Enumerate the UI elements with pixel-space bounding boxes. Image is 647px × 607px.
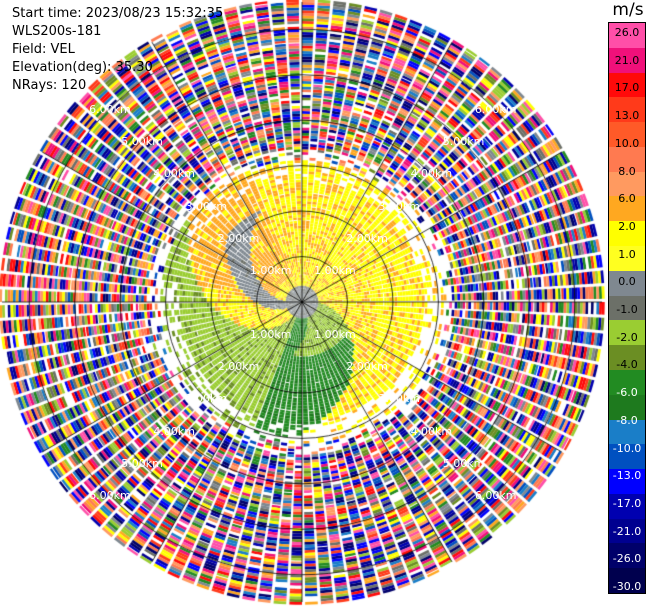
range-ring-label: 6.00km: [89, 488, 131, 502]
colorbar-segment: [609, 345, 645, 371]
range-ring-label: 2.00km: [346, 231, 388, 245]
colorbar-unit: m/s: [612, 0, 644, 20]
colorbar-segment: [609, 419, 645, 445]
colorbar-segment: [609, 171, 645, 197]
colorbar-tick-label: 10.0: [614, 136, 640, 150]
range-ring-label: 3.00km: [378, 199, 420, 213]
colorbar-tick-label: -13.0: [612, 469, 642, 483]
colorbar-tick-label: 0.0: [618, 275, 636, 289]
colorbar-tick-label: 26.0: [614, 26, 640, 39]
colorbar-segment: [609, 97, 645, 123]
range-ring-label: 2.00km: [346, 360, 388, 374]
colorbar-tick-label: 8.0: [618, 164, 636, 178]
colorbar-tick-label: -1.0: [616, 303, 638, 316]
colorbar-segment: [609, 196, 645, 222]
range-ring-label: 6.00km: [474, 488, 517, 502]
colorbar-tick-label: -2.0: [616, 330, 638, 344]
range-ring-label: 2.00km: [217, 231, 260, 245]
colorbar-tick-label: -10.0: [612, 441, 642, 455]
range-ring-label: 5.00km: [121, 135, 163, 149]
range-ring-label: 1.00km: [249, 263, 292, 277]
field-label: Field: VEL: [12, 42, 75, 57]
colorbar-tick-label: 6.0: [618, 192, 636, 206]
colorbar-segment: [609, 493, 645, 520]
range-ring-label: 3.00km: [185, 199, 228, 213]
colorbar-segment: [609, 270, 645, 297]
nrays-label: NRays: 120: [12, 78, 87, 93]
colorbar-tick-label: -21.0: [612, 524, 642, 538]
range-ring-label: 2.00km: [217, 360, 260, 374]
colorbar-tick-label: 17.0: [614, 81, 640, 95]
range-ring-label: 6.00km: [89, 103, 131, 117]
colorbar-segment: [609, 320, 645, 346]
ppi-velocity-plot: [0, 0, 608, 607]
colorbar-segment: [609, 246, 645, 272]
colorbar-segment: [609, 146, 645, 173]
start-time-label: Start time: 2023/08/23 15:32:35: [12, 6, 224, 21]
range-ring-label: 1.00km: [249, 328, 292, 342]
colorbar-segment: [609, 394, 645, 421]
site-label: WLS200s-181: [12, 24, 102, 39]
colorbar-segment: [609, 568, 645, 594]
colorbar-tick-label: -8.0: [616, 413, 638, 427]
colorbar-tick-label: -30.0: [612, 580, 642, 593]
range-ring-label: 6.00km: [474, 103, 517, 117]
colorbar-tick-label: -6.0: [616, 386, 638, 400]
colorbar-segment: [609, 23, 645, 49]
colorbar-tick-label: -26.0: [612, 552, 642, 566]
colorbar-tick-label: 2.0: [618, 219, 636, 233]
colorbar-tick-label: -4.0: [616, 358, 638, 372]
colorbar-segment: [609, 369, 645, 396]
range-ring-label: 1.00km: [314, 328, 356, 342]
range-ring-label: 3.00km: [378, 392, 420, 406]
colorbar: 26.0 21.0 17.0 13.0 10.0 8.0 6.0 2.0 1.0 0.0 -1.0 -…: [608, 22, 646, 594]
range-ring-label: 1.00km: [314, 263, 356, 277]
range-ring-label: 4.00km: [153, 424, 195, 438]
colorbar-segment: [609, 469, 645, 495]
range-ring-label: 5.00km: [442, 135, 485, 149]
colorbar-segment: [609, 295, 645, 321]
elevation-label: Elevation(deg): 35.30: [12, 60, 153, 75]
colorbar-segment: [609, 543, 645, 569]
range-ring-label: 3.00km: [185, 392, 228, 406]
colorbar-tick-label: 1.0: [618, 247, 636, 261]
colorbar-tick-label: 13.0: [614, 109, 640, 123]
range-ring-label: 5.00km: [442, 456, 485, 470]
colorbar-tick-label: -17.0: [612, 496, 642, 510]
range-ring-label: 5.00km: [121, 456, 163, 470]
colorbar-tick-label: 21.0: [614, 53, 640, 67]
colorbar-segment: [609, 47, 645, 74]
colorbar-segment: [609, 518, 645, 544]
colorbar-segment: [609, 221, 645, 247]
colorbar-segment: [609, 444, 645, 470]
range-ring-label: 4.00km: [410, 167, 453, 181]
colorbar-segment: [609, 72, 645, 98]
range-ring-label: 4.00km: [153, 167, 195, 181]
range-ring-label: 4.00km: [410, 424, 453, 438]
colorbar-segment: [609, 122, 645, 148]
